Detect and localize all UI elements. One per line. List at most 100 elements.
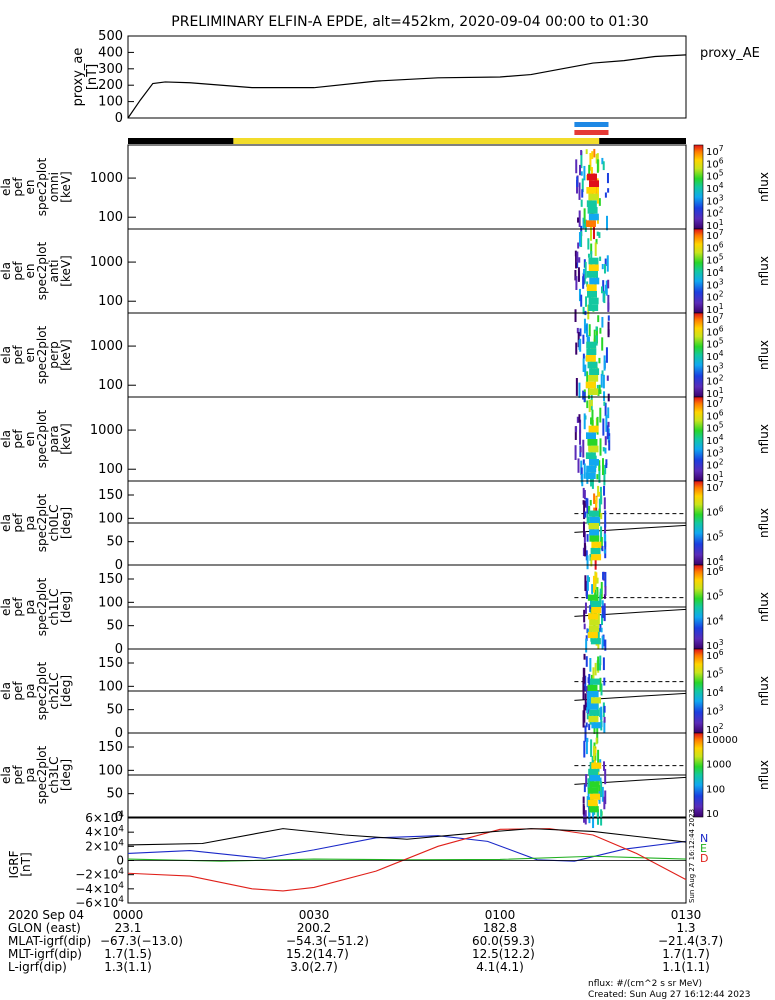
spectrogram-pixel [593,753,596,771]
spectrogram-core [585,472,596,479]
spectrogram-pixel [602,447,605,452]
igrf-tick-label: −6×104 [75,895,124,910]
spectrogram-pixel [604,534,607,547]
spectrogram-pixel [584,219,587,233]
energy-ylabel: elapefenspec2plotperp[keV] [0,325,73,384]
spectrogram-pixel [577,217,580,223]
spectrogram-pixel [583,413,586,430]
spectrogram-pixel [603,391,606,401]
spectrogram-pixel [590,224,593,241]
spectrogram-pixel [596,231,599,236]
spectrogram-pixel [582,459,585,465]
spectrogram-pixel [575,159,578,174]
energy-tick-label: 100 [98,294,123,309]
colorbar-tick-label: 105 [706,529,724,543]
colorbar-label: nflux [757,256,771,286]
energy-tick-label: 1000 [90,339,123,354]
spectrogram-pixel [583,268,586,275]
igrf-tick-label: 0 [116,854,124,868]
spectrogram-pixel [606,255,609,272]
pa-tick-label: 0 [115,642,123,657]
spectrogram-core [591,607,602,614]
spectrogram-core [587,207,598,214]
spectrogram-pixel [579,446,582,453]
spectrogram-pixel [586,712,589,720]
spectrogram-pixel [588,577,591,582]
spectrogram-pixel [598,498,601,513]
spectrogram-pixel [604,768,607,785]
pa-tick-label: 150 [98,656,123,671]
spectrogram-pixel [604,258,607,267]
spectrogram-pixel [585,656,588,667]
spectrogram-pixel [603,677,606,686]
spectrogram-pixel [596,727,599,744]
igrf-legend-e: E [700,842,707,855]
spectrogram-core [587,291,598,298]
spectrogram-pixel [603,497,606,510]
spectrogram-pixel [578,382,581,398]
spectrogram-core [585,432,596,439]
spectrogram-pixel [586,575,589,591]
spectrogram-core [589,368,600,375]
pa-tick-label: 50 [106,787,123,802]
spectrogram-pixel [583,531,586,548]
footer-row-label: MLT-igrf(dip) [8,947,82,961]
spectrogram-core [588,613,599,620]
pa-tick-label: 100 [98,679,123,694]
footer-cell: 182.8 [482,921,518,935]
spectrogram-pixel [584,602,587,614]
spectrogram-pixel [580,231,583,248]
igrf-n-line [127,835,687,862]
energy-ylabel: elapefenspec2plotomni[keV] [0,157,73,216]
spectrogram-pixel [576,251,579,263]
spectrogram-pixel [582,217,585,229]
spectrogram-pixel [591,151,594,160]
spectrogram-pixel [606,215,609,231]
science-zone-bar [574,122,609,127]
spectrogram-core [588,625,599,632]
spectrogram-pixel [606,375,609,381]
spectrogram-pixel [607,302,610,310]
colorbar [693,312,704,398]
spectrogram-pixel [574,269,577,281]
igrf-tick-label: 6×104 [85,810,124,825]
spectrogram-pixel [598,508,601,518]
spectrogram-pixel [601,786,604,802]
spectrogram-pixel [575,276,578,290]
spectrogram-pixel [579,429,582,445]
spectrogram-pixel [600,512,603,520]
ae-tick-label: 400 [98,45,123,60]
spectrogram-pixel [587,691,590,709]
footer-cell: 0000 [112,908,144,922]
spectrogram-pixel [583,165,586,181]
spectrogram-pixel [602,571,605,580]
spectrogram-pixel [590,167,593,177]
spectrogram-pixel [595,153,598,164]
footer-cell: 23.1 [114,921,142,935]
spectrogram-pixel [586,628,589,634]
igrf-legend-d: D [700,852,708,865]
spectrogram-pixel [589,692,592,707]
spectrogram-pixel [601,458,604,476]
colorbar-label: nflux [757,760,771,790]
spectrogram-pixel [599,677,602,692]
spectrogram-core [586,341,597,349]
spectrogram-pixel [574,309,577,322]
spectrogram-pixel [589,499,592,506]
spectrogram-pixel [577,242,580,249]
spectrogram-pixel [586,335,589,343]
spectrogram-core [590,638,601,645]
spectrogram-pixel [604,639,607,651]
colorbar-label: nflux [757,340,771,370]
energy-spectrogram-panels: 1000 100 elapefenspec2plotomni[keV] 1000 100… [0,144,687,489]
pa-tick-label: 100 [98,595,123,610]
pa-tick-label: 150 [98,740,123,755]
spectrogram-core [589,709,600,716]
spectrogram-pixel [582,276,585,289]
spectrogram-pixel [599,438,602,456]
spectrogram-pixel [603,705,606,713]
spectrogram-pixel [592,575,595,593]
spectrogram-pixel [582,686,585,698]
spectrogram-pixel [604,402,607,417]
